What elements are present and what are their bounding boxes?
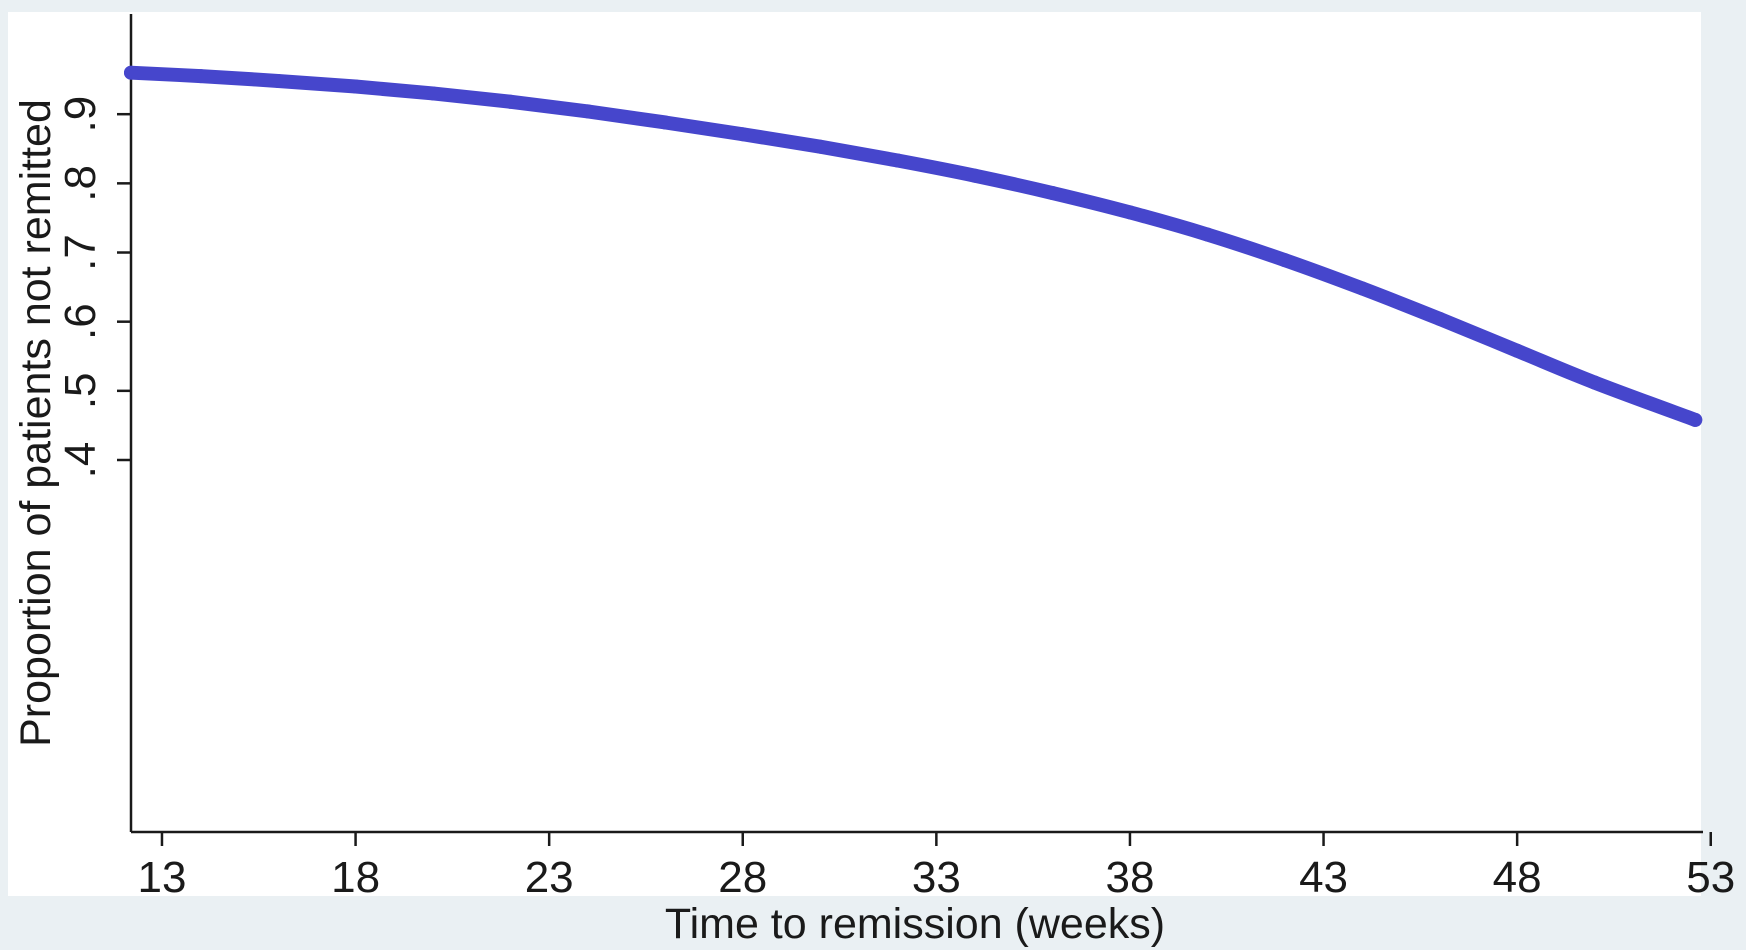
x-tick-label: 38 [1105, 853, 1154, 902]
x-tick-label: 33 [912, 853, 961, 902]
y-tick-label: .8 [56, 165, 105, 202]
series-point [813, 139, 828, 154]
x-axis-title: Time to remission (weeks) [665, 900, 1165, 948]
x-tick-label: 28 [718, 853, 767, 902]
y-tick-label: .9 [56, 96, 105, 133]
series-point [1510, 343, 1525, 358]
series-point [1355, 281, 1370, 296]
y-tick-label: .6 [56, 303, 105, 340]
series-point [1122, 205, 1137, 220]
x-axis-ticks: 13 18 23 28 33 38 43 48 53 [137, 832, 1735, 902]
series-point [968, 168, 983, 183]
series-point [271, 73, 286, 88]
series-point [426, 86, 441, 101]
series-point [1277, 253, 1292, 268]
x-tick-label: 23 [525, 853, 574, 902]
plot-area [8, 12, 1701, 896]
series-point [890, 153, 905, 168]
x-tick-label: 48 [1493, 853, 1542, 902]
series-layer [124, 65, 1703, 427]
x-tick-label: 43 [1299, 853, 1348, 902]
y-tick-label: .5 [56, 372, 105, 409]
x-tick-label: 53 [1686, 853, 1735, 902]
series-point [348, 79, 363, 94]
series-point [580, 104, 595, 119]
y-axis-ticks: .4 .5 .6 .7 .8 .9 [56, 96, 131, 479]
x-tick-label: 18 [331, 853, 380, 902]
y-axis-title: Proportion of patients not remitted [12, 99, 60, 747]
series-point [658, 115, 673, 130]
series-point [1045, 186, 1060, 201]
axes [129, 14, 1703, 834]
x-tick-label: 13 [137, 853, 186, 902]
y-tick-label: .4 [56, 442, 105, 479]
series-point [193, 69, 208, 84]
series-point [1688, 412, 1703, 427]
series-point [1200, 227, 1215, 242]
series-point [735, 127, 750, 142]
series-point [1587, 375, 1602, 390]
y-tick-label: .7 [56, 234, 105, 271]
series-point [1432, 311, 1447, 326]
series-point [503, 94, 518, 109]
series-point [124, 65, 138, 80]
